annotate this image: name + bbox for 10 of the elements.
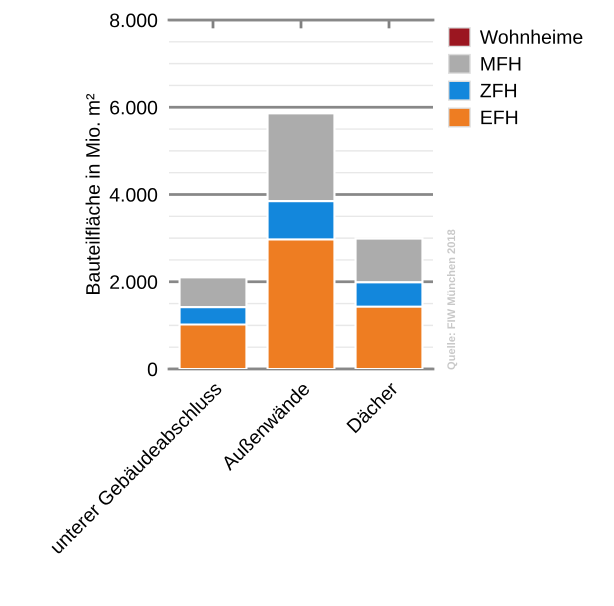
y-axis-title: Bauteilfläche in Mio. m² — [86, 94, 100, 294]
legend-label: Wohnheime — [480, 30, 582, 44]
legend-label: ZFH — [480, 84, 516, 98]
y-tick-label: 4.000 — [110, 188, 158, 202]
y-tick-label: 0 — [148, 362, 158, 376]
legend-label: EFH — [481, 110, 518, 124]
y-tick-label: 8.000 — [110, 13, 158, 28]
legend-label: MFH — [481, 57, 520, 71]
y-tick-label: 6.000 — [110, 100, 158, 114]
y-tick-label: 2.000 — [110, 275, 158, 289]
